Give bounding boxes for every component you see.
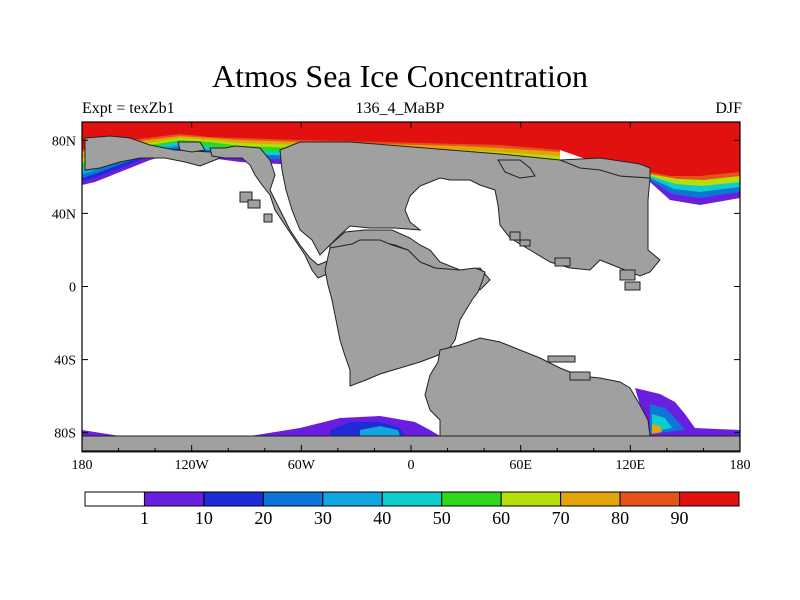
colorbar-swatch [381, 491, 443, 507]
colorbar-swatch [441, 491, 502, 507]
land-island-2 [247, 199, 261, 209]
colorbar-swatch [560, 491, 621, 507]
colorbar-label: 10 [195, 508, 213, 528]
colorbar-swatch [262, 491, 324, 507]
land-masses [81, 135, 741, 453]
season-label: DJF [715, 100, 742, 117]
experiment-label: Expt = texZb1 [82, 100, 175, 117]
y-tick-label: 80N [52, 134, 76, 149]
y-axis: 80N 40N 0 40S 80S [52, 134, 740, 442]
land-island-5 [519, 239, 531, 247]
x-tick-label: 60W [288, 458, 316, 473]
colorbar-label: 90 [671, 508, 689, 528]
x-tick-label: 180 [730, 458, 751, 473]
chart-title: Atmos Sea Ice Concentration [212, 58, 588, 94]
colorbar-label: 70 [552, 508, 570, 528]
ice-south-east-80 [652, 424, 662, 434]
y-tick-label: 0 [69, 281, 76, 296]
land-north-america [84, 135, 227, 171]
colorbar: 1 10 20 30 40 50 60 70 80 90 [84, 491, 740, 528]
land-island-10 [569, 371, 591, 381]
colorbar-swatch [619, 491, 681, 507]
y-tick-label: 40N [52, 207, 76, 222]
colorbar-swatch [322, 491, 383, 507]
colorbar-label: 60 [492, 508, 510, 528]
colorbar-swatch [203, 491, 264, 507]
colorbar-label: 20 [254, 508, 272, 528]
period-label: 136_4_MaBP [355, 100, 445, 117]
land-island-7 [619, 269, 636, 281]
antarctic-ice [82, 388, 740, 440]
colorbar-swatch [679, 491, 740, 507]
colorbar-label: 30 [314, 508, 332, 528]
land-island-4 [509, 231, 521, 241]
x-tick-label: 120W [175, 458, 210, 473]
colorbar-swatch [500, 491, 562, 507]
land-island-9 [547, 355, 576, 363]
colorbar-label: 40 [373, 508, 391, 528]
land-island-3 [263, 213, 273, 223]
y-tick-label: 40S [54, 354, 76, 369]
land-asia-east [559, 157, 651, 179]
x-tick-label: 180 [72, 458, 93, 473]
land-south [424, 337, 651, 437]
x-axis: 180 120W 60W 0 60E 120E 180 [72, 122, 751, 473]
colorbar-label: 1 [140, 508, 149, 528]
ice-south-west4 [360, 426, 400, 436]
colorbar-label: 50 [433, 508, 451, 528]
colorbar-swatch [84, 491, 145, 507]
land-north-america-2 [177, 141, 206, 153]
x-tick-label: 0 [408, 458, 415, 473]
colorbar-label: 80 [611, 508, 629, 528]
ice-band-polar-cap [82, 122, 740, 176]
land-island-6 [554, 257, 571, 267]
colorbar-swatch [143, 491, 205, 507]
land-europe-small [497, 159, 536, 179]
y-tick-label: 80S [54, 427, 76, 442]
land-island-8 [624, 281, 641, 291]
x-tick-label: 60E [509, 458, 532, 473]
x-tick-label: 120E [616, 458, 646, 473]
